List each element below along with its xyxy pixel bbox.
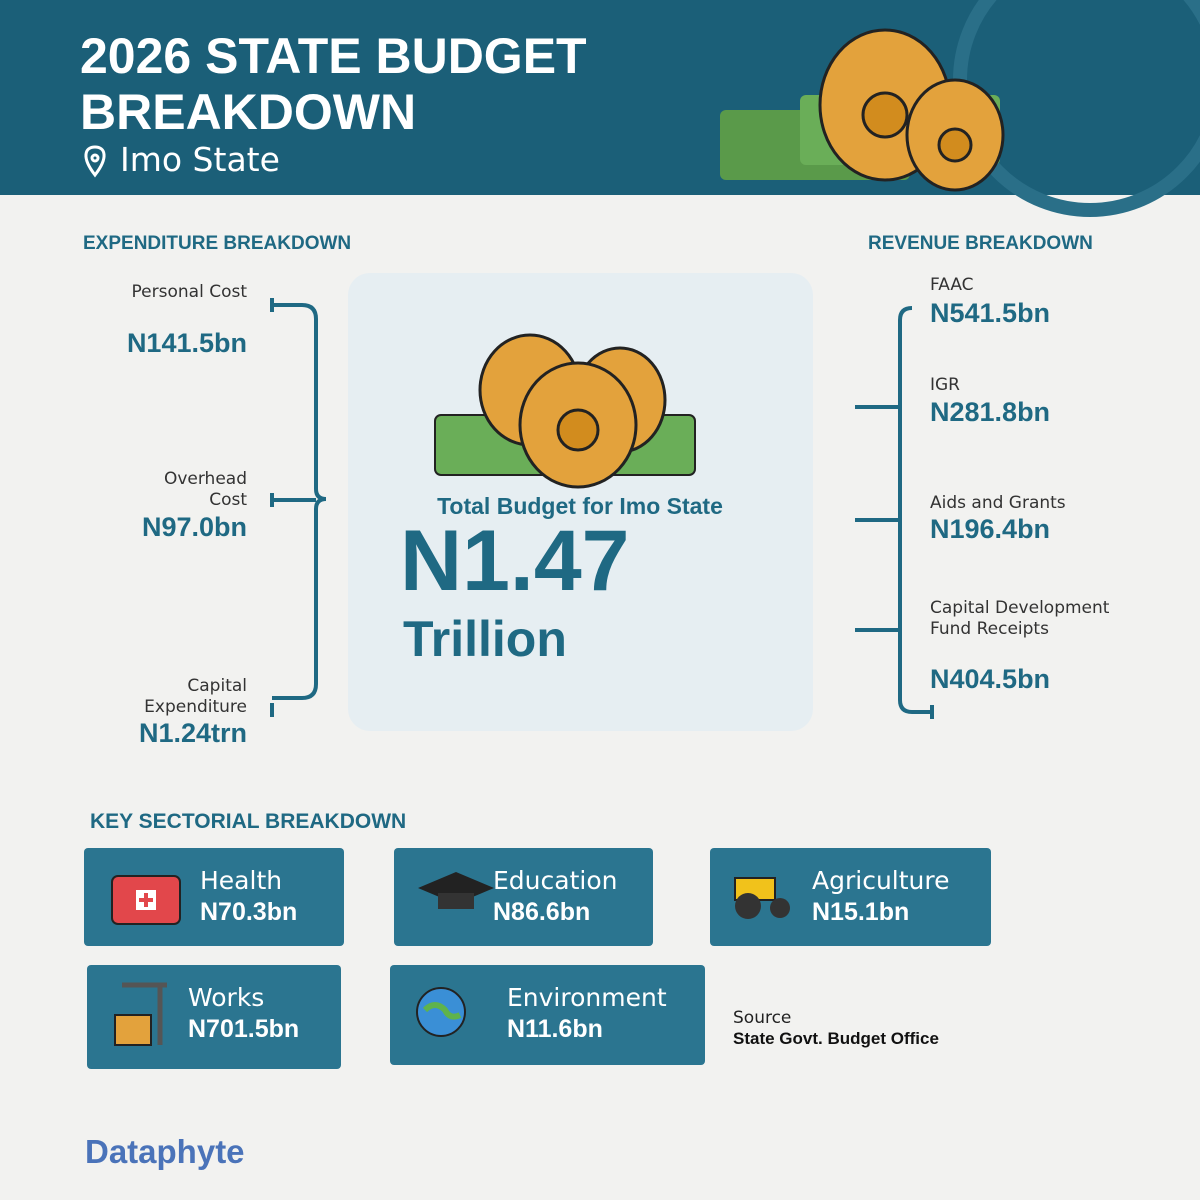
- revenue-label: Capital Development Fund Receipts: [930, 598, 1110, 639]
- sector-name: Environment: [507, 983, 667, 1012]
- source-text: State Govt. Budget Office: [733, 1029, 939, 1048]
- location: Imo State: [120, 140, 280, 179]
- revenue-label: IGR: [930, 375, 960, 395]
- expenditure-value: N1.24trn: [138, 718, 247, 748]
- sector-name: Health: [200, 866, 283, 895]
- expenditure-value: N141.5bn: [126, 328, 247, 358]
- sector-value: N15.1bn: [812, 898, 910, 926]
- revenue-value: N281.8bn: [930, 397, 1051, 427]
- revenue-value: N196.4bn: [930, 514, 1051, 544]
- sector-name: Agriculture: [812, 866, 950, 895]
- expenditure-label: Personal Cost: [131, 282, 247, 302]
- expenditure-heading: EXPENDITURE BREAKDOWN: [83, 233, 352, 254]
- expenditure-label: Overhead Cost: [163, 469, 247, 510]
- expenditure-value: N97.0bn: [141, 512, 247, 542]
- revenue-value: N541.5bn: [930, 298, 1051, 328]
- expenditure-bracket: [270, 298, 327, 717]
- sector-value: N70.3bn: [200, 898, 298, 926]
- sector-value: N86.6bn: [493, 898, 591, 926]
- sector-name: Works: [188, 983, 265, 1012]
- source-label: Source: [733, 1008, 792, 1028]
- title: 2026 STATE BUDGET BREAKDOWN: [80, 28, 587, 140]
- total-unit: Trillion: [403, 611, 567, 667]
- sectors-heading: KEY SECTORIAL BREAKDOWN: [90, 810, 407, 833]
- center-money: [434, 333, 696, 489]
- total-value: N1.47: [400, 513, 630, 609]
- sector-card: [710, 848, 991, 946]
- revenue-label: Aids and Grants: [930, 493, 1066, 513]
- revenue-value: N404.5bn: [930, 664, 1051, 694]
- revenue-label: FAAC: [930, 275, 974, 295]
- sector-card: [394, 848, 653, 946]
- sector-value: N701.5bn: [188, 1015, 300, 1043]
- expenditure-label: Capital Expenditure: [144, 676, 247, 717]
- revenue-bracket: [855, 306, 934, 719]
- sector-card: [84, 848, 344, 946]
- sector-name: Education: [493, 866, 618, 895]
- sector-value: N11.6bn: [507, 1015, 603, 1043]
- revenue-heading: REVENUE BREAKDOWN: [868, 233, 1093, 254]
- brand: Dataphyte: [85, 1133, 245, 1170]
